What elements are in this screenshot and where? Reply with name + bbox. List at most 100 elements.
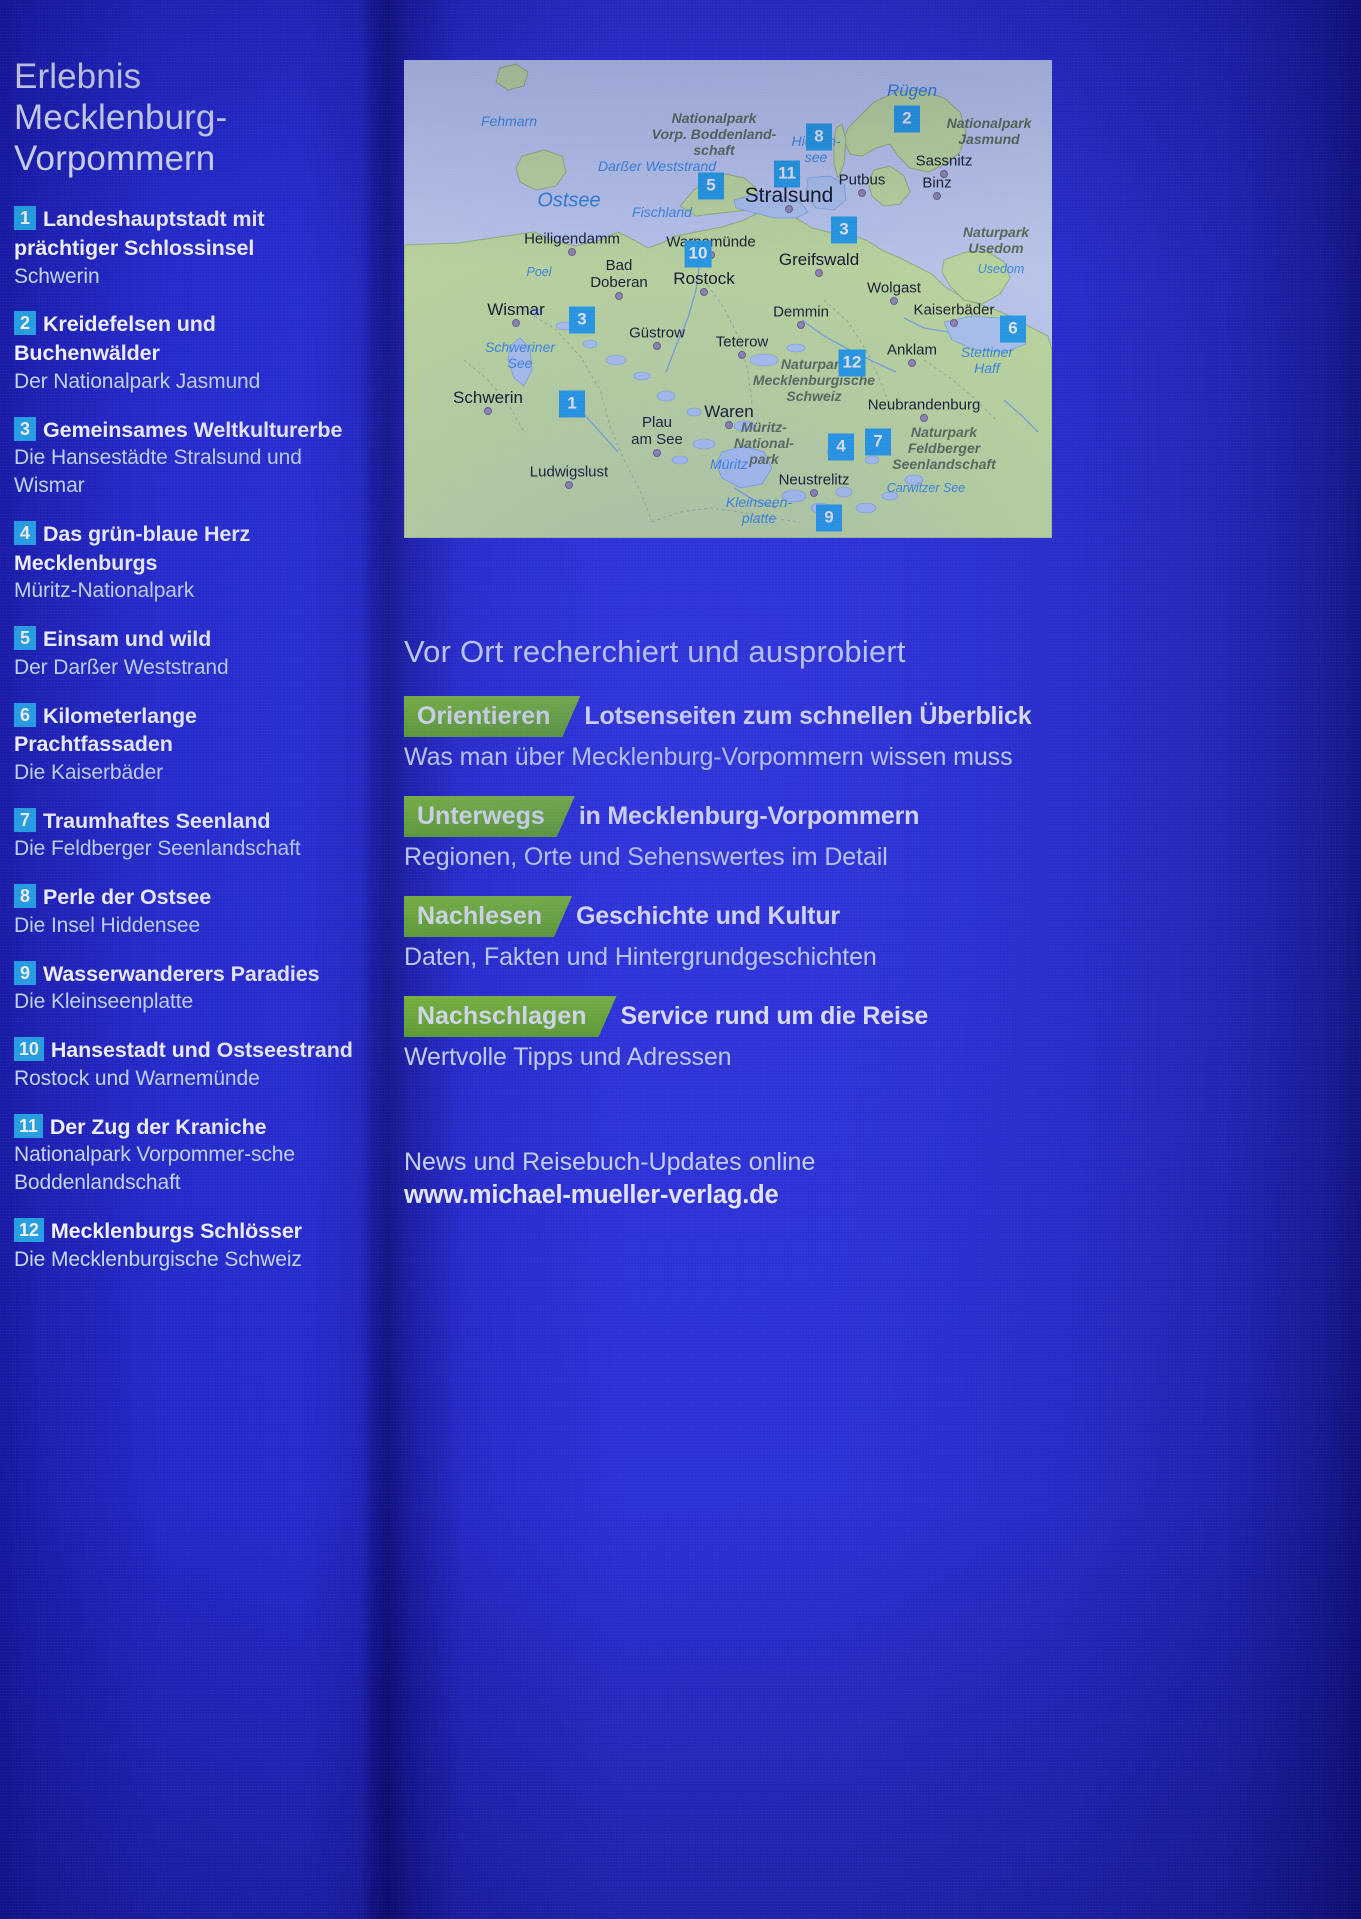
map-city-dot-icon	[512, 319, 520, 327]
highlight-subtitle: Rostock und Warnemünde	[14, 1066, 260, 1090]
publisher-url[interactable]: www.michael-mueller-verlag.de	[404, 1180, 779, 1209]
promo-subtitle: Was man über Mecklenburg-Vorpommern wiss…	[404, 743, 1013, 771]
promo-subtitle: Wertvolle Tipps und Adressen	[404, 1043, 732, 1071]
map-highlight-pin[interactable]: 1	[559, 390, 585, 418]
list-item[interactable]: 11 Der Zug der Kraniche Nationalpark Vorpo…	[14, 1113, 358, 1197]
promo-row: Orientieren Lotsenseiten zum schnellen Üb…	[404, 696, 1361, 772]
map-highlight-pin[interactable]: 3	[831, 216, 857, 244]
highlight-title: 10 Hansestadt und Ostseestrand	[14, 1036, 358, 1065]
promo-bold-text: Geschichte und Kultur	[576, 902, 840, 930]
map-city-dot-icon	[653, 449, 661, 457]
highlight-number-badge: 7	[14, 807, 36, 832]
highlight-subtitle: Die Hansestädte Stralsund und Wismar	[14, 446, 302, 498]
map-city-dot-icon	[810, 489, 818, 497]
map-highlight-pin[interactable]: 12	[838, 349, 866, 377]
list-item[interactable]: 6 Kilometerlange Prachtfassaden Die Kaiser…	[14, 702, 358, 787]
highlight-title: 8 Perle der Ostsee	[14, 883, 358, 912]
map-city-dot-icon	[565, 481, 573, 489]
highlight-title: 3 Gemeinsames Weltkulturerbe	[14, 416, 358, 445]
map-city-dot-icon	[615, 292, 623, 300]
highlight-subtitle: Die Kaiserbäder	[14, 760, 164, 784]
map-highlight-pin[interactable]: 4	[828, 433, 854, 461]
right-column: HeiligendammWarnemündeStralsundPutbusSas…	[404, 0, 1361, 1919]
highlight-title: 11 Der Zug der Kraniche	[14, 1113, 358, 1142]
map-city-dot-icon	[653, 342, 661, 350]
map-city-dot-icon	[738, 351, 746, 359]
highlight-number-badge: 4	[14, 521, 36, 546]
promo-tag: Unterwegs	[404, 796, 575, 837]
map-highlight-pin[interactable]: 6	[1000, 315, 1026, 343]
list-item[interactable]: 4 Das grün-blaue Herz Mecklenburgs Müritz-…	[14, 520, 358, 605]
highlight-number-badge: 3	[14, 416, 36, 441]
promo-subtitle: Regionen, Orte und Sehenswertes im Detai…	[404, 843, 888, 871]
promo-tag: Orientieren	[404, 696, 580, 737]
list-item[interactable]: 7 Traumhaftes Seenland Die Feldberger Seen…	[14, 807, 358, 864]
list-item[interactable]: 2 Kreidefelsen und Buchenwälder Der Nation…	[14, 310, 358, 395]
map-geometry	[404, 60, 1052, 538]
map-city-dot-icon	[797, 321, 805, 329]
highlight-list: 1 Landeshauptstadt mit prächtiger Schloss…	[14, 205, 358, 1273]
map-city-dot-icon	[950, 319, 958, 327]
list-item[interactable]: 3 Gemeinsames Weltkulturerbe Die Hansestäd…	[14, 416, 358, 500]
promo-tag: Nachschlagen	[404, 996, 617, 1037]
highlight-number-badge: 5	[14, 626, 36, 651]
highlight-subtitle: Nationalpark Vorpommer-sche Boddenlandsc…	[14, 1143, 295, 1195]
promo-bold-text: Service rund um die Reise	[620, 1002, 929, 1030]
highlight-subtitle: Die Insel Hiddensee	[14, 913, 201, 937]
page-title: Erlebnis Mecklenburg- Vorpommern	[14, 57, 228, 179]
map-highlight-pin[interactable]: 2	[894, 105, 920, 133]
highlight-number-badge: 10	[14, 1037, 44, 1062]
map-city-dot-icon	[568, 248, 576, 256]
overview-map[interactable]: HeiligendammWarnemündeStralsundPutbusSas…	[404, 60, 1052, 538]
highlight-title: 2 Kreidefelsen und Buchenwälder	[14, 311, 216, 366]
highlight-number-badge: 12	[14, 1218, 44, 1243]
map-city-dot-icon	[484, 407, 492, 415]
list-item[interactable]: 9 Wasserwanderers Paradies Die Kleinseenpl…	[14, 960, 358, 1017]
list-item[interactable]: 12 Mecklenburgs Schlösser Die Mecklenburgi…	[14, 1217, 358, 1274]
map-highlight-pin[interactable]: 11	[774, 160, 800, 188]
highlight-title: 4 Das grün-blaue Herz Mecklenburgs	[14, 521, 251, 575]
promo-row: Nachschlagen Service rund um die Reise Wer…	[404, 996, 1361, 1072]
list-item[interactable]: 5 Einsam und wild Der Darßer Weststrand	[14, 625, 358, 682]
highlight-subtitle: Der Darßer Weststrand	[14, 655, 229, 679]
promo-heading: Vor Ort recherchiert und ausprobiert	[404, 634, 906, 669]
map-city-dot-icon	[920, 414, 928, 422]
highlight-title: 7 Traumhaftes Seenland	[14, 807, 358, 836]
list-item[interactable]: 8 Perle der Ostsee Die Insel Hiddensee	[14, 883, 358, 940]
footer-note: News und Reisebuch-Updates online	[404, 1148, 816, 1176]
map-highlight-pin[interactable]: 8	[806, 123, 832, 151]
highlight-number-badge: 2	[14, 311, 36, 336]
highlight-title: 5 Einsam und wild	[14, 625, 358, 654]
highlight-title: 1 Landeshauptstadt mit prächtiger Schloss…	[14, 206, 265, 260]
map-highlight-pin[interactable]: 9	[816, 504, 842, 532]
highlight-subtitle: Müritz-Nationalpark	[14, 579, 195, 603]
highlight-title: 6 Kilometerlange Prachtfassaden	[14, 702, 197, 757]
highlights-sidebar: Erlebnis Mecklenburg- Vorpommern 1 Landesha…	[0, 0, 372, 1919]
highlight-number-badge: 1	[14, 206, 36, 231]
promo-bold-text: Lotsenseiten zum schnellen Überblick	[584, 702, 1032, 730]
map-highlight-pin[interactable]: 3	[569, 306, 595, 334]
promo-subtitle: Daten, Fakten und Hintergrundgeschichten	[404, 943, 877, 971]
list-item[interactable]: 1 Landeshauptstadt mit prächtiger Schloss…	[14, 205, 358, 290]
promo-row: Nachlesen Geschichte und Kultur Daten, Fak…	[404, 896, 1361, 972]
map-city-dot-icon	[858, 189, 866, 197]
map-city-dot-icon	[785, 205, 793, 213]
highlight-subtitle: Der Nationalpark Jasmund	[14, 369, 261, 393]
highlight-number-badge: 9	[14, 960, 36, 985]
map-highlight-pin[interactable]: 10	[684, 240, 712, 268]
highlight-subtitle: Die Kleinseenplatte	[14, 990, 194, 1014]
map-city-dot-icon	[890, 297, 898, 305]
map-city-dot-icon	[933, 192, 941, 200]
map-city-dot-icon	[700, 288, 708, 296]
map-city-dot-icon	[725, 421, 733, 429]
list-item[interactable]: 10 Hansestadt und Ostseestrand Rostock und…	[14, 1036, 358, 1093]
promo-tag: Nachlesen	[404, 896, 572, 937]
highlight-subtitle: Schwerin	[14, 264, 100, 288]
highlight-number-badge: 11	[14, 1113, 43, 1138]
map-city-dot-icon	[940, 170, 948, 178]
map-highlight-pin[interactable]: 5	[698, 172, 724, 200]
highlight-subtitle: Die Mecklenburgische Schweiz	[14, 1247, 302, 1271]
map-city-dot-icon	[908, 359, 916, 367]
promo-rows: Orientieren Lotsenseiten zum schnellen Üb…	[404, 696, 1361, 1072]
map-highlight-pin[interactable]: 7	[865, 428, 891, 456]
